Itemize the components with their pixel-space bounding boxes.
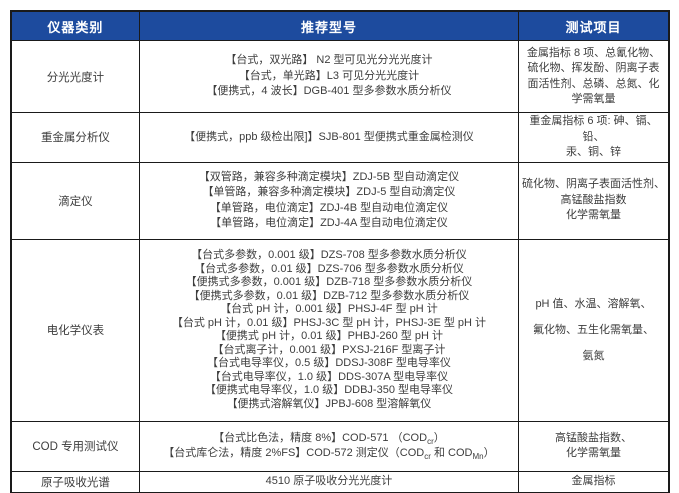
header-recommended-model: 推荐型号: [138, 10, 520, 41]
category-cell: 电化学仪表: [10, 238, 140, 422]
instrument-table: 仪器类别 推荐型号 测试项目 分光光度计 【台式，双光路】 N2 型可见光分光光度…: [10, 10, 670, 493]
model-line: 【便携式 pH 计，0.01 级】PHBJ-260 型 pH 计: [214, 330, 443, 342]
tests-cell: pH 值、水温、溶解氧、 氟化物、五生化需氧量、 氨氮: [518, 238, 670, 422]
test-item-line: 金属指标: [571, 474, 616, 487]
model-line: 【台式电导率仪，1.0 级】DDS-307A 型电导率仪: [209, 370, 449, 383]
test-item-line: 重金属指标 6 项: 砷、镉、铅、: [529, 115, 658, 143]
table-row: 滴定仪 【双管路，兼容多种滴定模块】ZDJ-5B 型自动滴定仪 【单管路，兼容多种滴…: [10, 161, 670, 240]
model-line: 【台式比色法，精度 8%】COD-571 （CODcr）: [213, 431, 445, 446]
model-line: 【单管路，电位滴定】ZDJ-4B 型自动电位滴定仪: [209, 201, 449, 214]
tests-cell: 高锰酸盐指数、 化学需氧量: [518, 420, 670, 472]
test-item-line: 硫化物、挥发酚、阴离子表: [527, 62, 660, 74]
test-item-line: 化学需氧量: [566, 447, 621, 459]
model-line: 【单管路，兼容多种滴定模块】ZDJ-5 型自动滴定仪: [202, 186, 456, 198]
category-cell: 重金属分析仪: [10, 112, 140, 163]
test-item-line: 氟化物、五生化需氧量、: [533, 324, 654, 336]
test-item-line: 汞、铜、锌: [566, 146, 621, 158]
model-line: 【台式库仑法，精度 2%FS】COD-572 测定仪（CODcr 和 CODMn…: [163, 447, 495, 462]
tests-cell: 金属指标: [518, 470, 670, 493]
category-cell: COD 专用测试仪: [10, 420, 140, 472]
category-cell: 滴定仪: [10, 161, 140, 240]
model-line: 【便携式多参数，0.01 级】DZB-712 型多参数水质分析仪: [188, 289, 470, 302]
test-item-line: 氨氮: [582, 350, 605, 362]
table-row: 电化学仪表 【台式多参数，0.001 级】DZS-708 型多参数水质分析仪 【台式…: [10, 238, 670, 422]
model-line: 【便携式电导率仪，1.0 级】DDBJ-350 型电导率仪: [204, 384, 454, 396]
model-line: 【便携式多参数，0.001 级】DZB-718 型多参数水质分析仪: [185, 276, 473, 288]
table-row: COD 专用测试仪 【台式比色法，精度 8%】COD-571 （CODcr） 【台式…: [10, 420, 670, 472]
header-instrument-category: 仪器类别: [10, 10, 140, 41]
category-cell: 原子吸收光谱: [10, 470, 140, 493]
table-header-row: 仪器类别 推荐型号 测试项目: [10, 10, 670, 41]
tests-cell: 重金属指标 6 项: 砷、镉、铅、汞、铜、锌: [518, 112, 670, 163]
model-line: 【台式离子计，0.001 级】PXSJ-216F 型离子计: [212, 343, 446, 356]
table-row: 重金属分析仪 【便携式，ppb 级检出限]】SJB-801 型便携式重金属检测仪 重…: [10, 112, 670, 163]
model-line: 【台式 pH 计，0.001 级】PHSJ-4F 型 pH 计: [220, 303, 438, 315]
test-item-line: 高锰酸盐指数: [560, 193, 627, 206]
test-item-line: 化学需氧量: [566, 209, 621, 222]
test-item-line: pH 值、水温、溶解氧、: [535, 298, 652, 310]
test-item-line: 面活性剂、总磷、总氮、化: [527, 77, 660, 90]
test-item-line: 高锰酸盐指数、: [555, 431, 632, 444]
model-line: 【台式电导率仪，0.5 级】DDSJ-308F 型电导率仪: [207, 357, 451, 369]
category-cell: 分光光度计: [10, 40, 140, 113]
table-row: 原子吸收光谱 4510 原子吸收分光光度计 金属指标: [10, 470, 670, 493]
header-test-items: 测试项目: [518, 10, 670, 41]
tests-cell: 硫化物、阴离子表面活性剂、 高锰酸盐指数 化学需氧量: [518, 161, 670, 240]
model-line: 【台式 pH 计，0.01 级】PHSJ-3C 型 pH 计，PHSJ-3E 型…: [171, 316, 487, 329]
test-item-line: 金属指标 8 项、总氰化物、: [526, 46, 661, 59]
models-cell: 【台式比色法，精度 8%】COD-571 （CODcr） 【台式库仑法，精度 2%…: [138, 420, 520, 472]
model-line: 4510 原子吸收分光光度计: [265, 474, 393, 487]
models-cell: 【台式，双光路】 N2 型可见光分光光度计 【台式，单光路】L3 可见分光光度计【…: [138, 40, 520, 113]
table-row: 分光光度计 【台式，双光路】 N2 型可见光分光光度计 【台式，单光路】L3 可见分…: [10, 40, 670, 113]
models-cell: 【双管路，兼容多种滴定模块】ZDJ-5B 型自动滴定仪 【单管路，兼容多种滴定模块…: [138, 161, 520, 240]
tests-cell: 金属指标 8 项、总氰化物、 硫化物、挥发酚、阴离子表 面活性剂、总磷、总氮、化 学需…: [518, 40, 670, 113]
model-line: 【台式多参数，0.001 级】DZS-708 型多参数水质分析仪: [191, 249, 467, 261]
test-item-line: 硫化物、阴离子表面活性剂、: [522, 178, 666, 191]
model-line: 【便携式，4 波长】DGB-401 型多参数水质分析仪: [206, 85, 452, 98]
model-line: 【便携式溶解氧仪】JPBJ-608 型溶解氧仪: [226, 397, 432, 410]
model-line: 【台式，单光路】L3 可见分光光度计: [238, 69, 420, 82]
test-item-line: 学需氧量: [571, 93, 616, 105]
model-line: 【便携式，ppb 级检出限]】SJB-801 型便携式重金属检测仪: [184, 130, 474, 143]
model-line: 【单管路，电位滴定】ZDJ-4A 型自动电位滴定仪: [210, 217, 448, 229]
models-cell: 【便携式，ppb 级检出限]】SJB-801 型便携式重金属检测仪: [138, 112, 520, 163]
model-line: 【台式多参数，0.01 级】DZS-706 型多参数水质分析仪: [194, 262, 464, 275]
models-cell: 4510 原子吸收分光光度计: [138, 470, 520, 493]
model-line: 【台式，双光路】 N2 型可见光分光光度计: [225, 54, 433, 67]
models-cell: 【台式多参数，0.001 级】DZS-708 型多参数水质分析仪 【台式多参数，0…: [138, 238, 520, 422]
model-line: 【双管路，兼容多种滴定模块】ZDJ-5B 型自动滴定仪: [198, 170, 460, 183]
table-header: 仪器类别 推荐型号 测试项目: [10, 10, 670, 41]
table-body: 分光光度计 【台式，双光路】 N2 型可见光分光光度计 【台式，单光路】L3 可见分…: [10, 40, 670, 493]
